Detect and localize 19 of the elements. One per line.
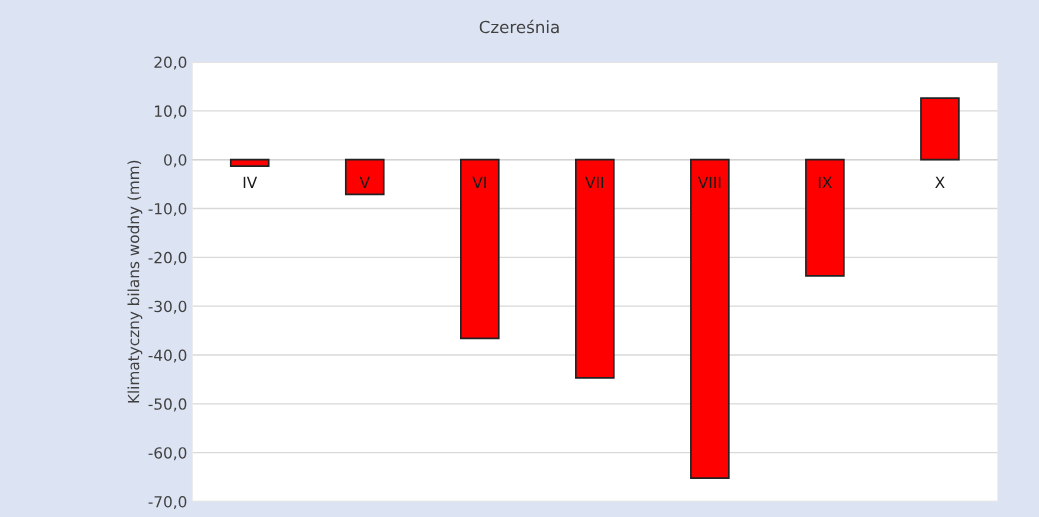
y-tick-label: 20,0	[154, 56, 187, 70]
y-tick-label: -10,0	[148, 202, 187, 217]
x-tick-label: VII	[585, 176, 604, 188]
x-tick-label: V	[359, 176, 370, 188]
chart-title: Czereśnia	[479, 19, 559, 34]
y-tick-label: -50,0	[148, 398, 187, 412]
y-tick-label: 0,0	[164, 154, 187, 168]
y-tick-label: -60,0	[148, 447, 187, 461]
x-tick-label: X	[935, 176, 945, 188]
y-tick-label: -40,0	[148, 349, 187, 363]
y-tick-label: -70,0	[148, 495, 187, 510]
x-tick-label: IX	[818, 176, 832, 188]
y-axis-title: Klimatyczny bilans wodny (mm)	[127, 160, 143, 403]
y-tick-label: 10,0	[155, 105, 187, 119]
x-tick-label: VIII	[697, 176, 721, 188]
y-tick-label: -20,0	[148, 251, 187, 265]
x-tick-label: IV	[243, 176, 258, 188]
x-tick-label: VI	[472, 176, 486, 188]
y-tick-label: -30,0	[148, 300, 187, 314]
